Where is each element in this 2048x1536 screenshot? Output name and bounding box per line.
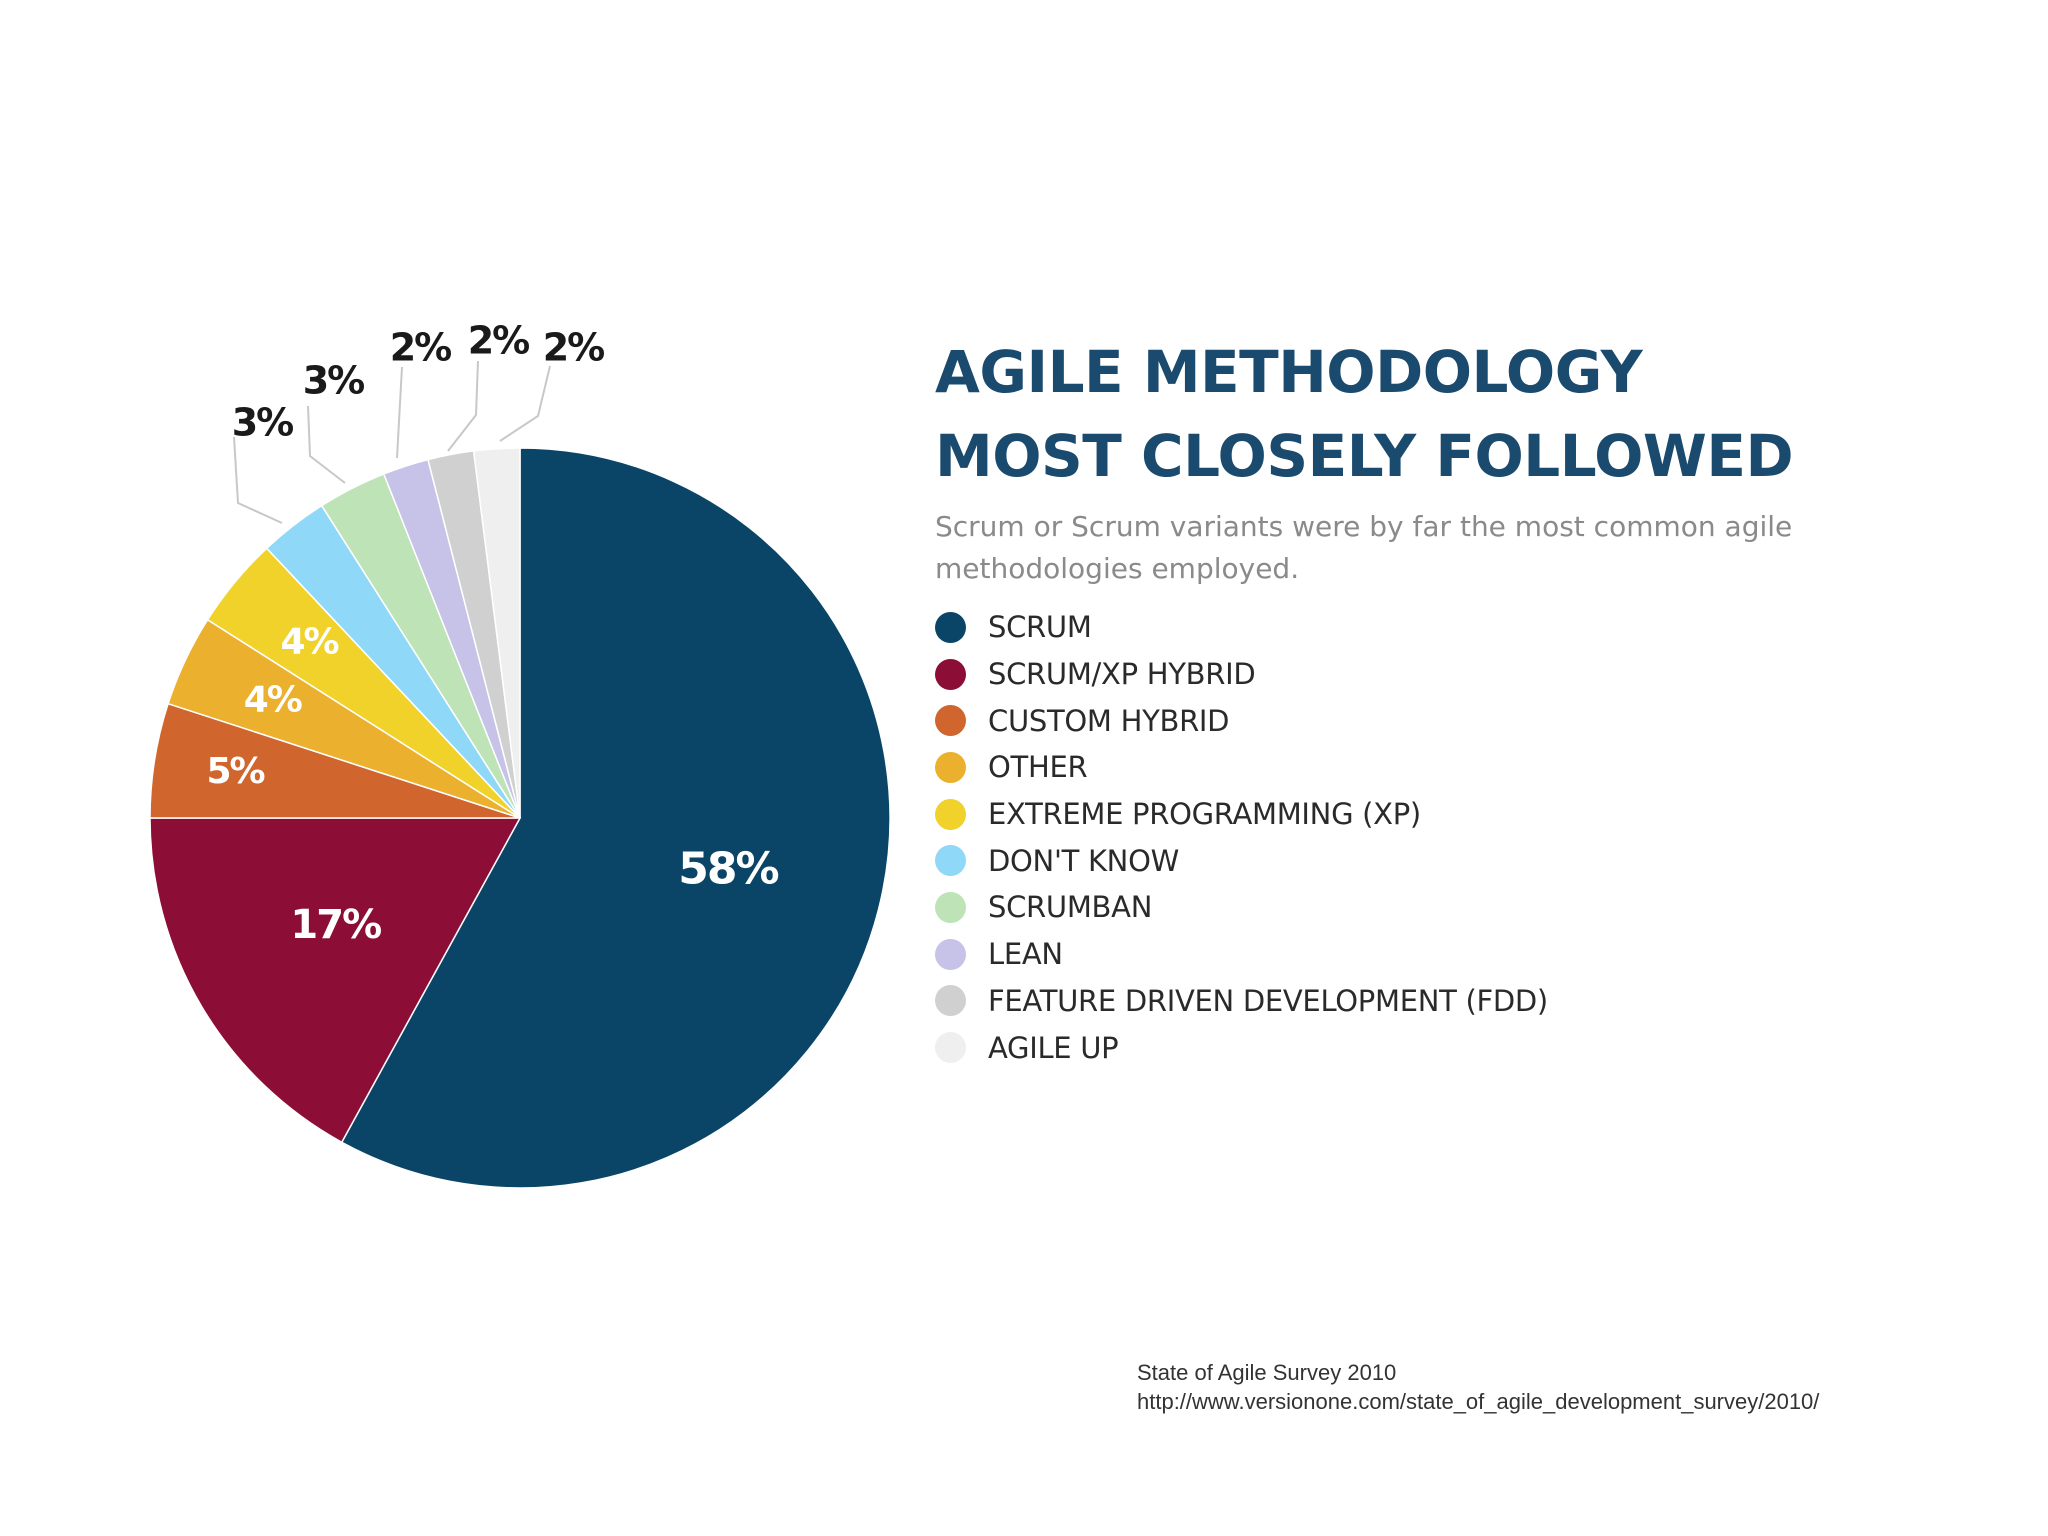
legend-swatch-scrum [935, 611, 966, 643]
legend-swatch-scrum-xp-hybrid [935, 658, 966, 690]
pie-slice-scrum-xp-hybrid [149, 817, 522, 1144]
leader-line-scrumban [307, 405, 346, 484]
chart-title: AGILE METHODOLOGY MOST CLOSELY FOLLOWED [935, 338, 1794, 490]
legend-item-don-t-know: DON'T KNOW [935, 837, 1548, 884]
legend-item-agile-up: AGILE UP [935, 1024, 1548, 1071]
legend-item-scrumban: SCRUMBAN [935, 884, 1548, 931]
legend-label-don-t-know: DON'T KNOW [988, 843, 1179, 878]
legend-swatch-agile-up [935, 1032, 966, 1064]
leader-line-don-t-know [233, 436, 283, 524]
leader-line-agile-up [499, 365, 551, 442]
chart-subtitle: Scrum or Scrum variants were by far the … [935, 510, 1793, 585]
legend-label-other: OTHER [988, 750, 1088, 785]
legend-label-scrumban: SCRUMBAN [988, 890, 1153, 925]
data-label-scrum: 58% [678, 843, 778, 894]
legend-item-scrum-xp-hybrid: SCRUM/XP HYBRID [935, 651, 1548, 698]
legend: SCRUM SCRUM/XP HYBRID CUSTOM HYBRID OTHER EX… [935, 604, 1548, 1071]
legend-label-extreme-programming-xp: EXTREME PROGRAMMING (XP) [988, 797, 1421, 832]
legend-label-scrum: SCRUM [988, 610, 1092, 645]
data-label-lean: 2% [390, 326, 451, 370]
data-label-feature-driven-development-fdd: 2% [468, 319, 529, 363]
data-label-other: 4% [244, 679, 302, 720]
legend-swatch-feature-driven-development-fdd [935, 985, 966, 1017]
data-label-extreme-programming-xp: 4% [280, 622, 338, 663]
data-labels: 58% 17% 5% 4% 4% 3%3% 2% 2% 2% [206, 319, 780, 949]
pie-slices [149, 447, 891, 1189]
data-label-agile-up: 2% [543, 326, 604, 370]
legend-item-scrum: SCRUM [935, 604, 1548, 651]
data-label-scrum-xp-hybrid: 17% [290, 902, 381, 948]
legend-item-other: OTHER [935, 744, 1548, 791]
source-title: State of Agile Survey 2010 [1137, 1360, 1397, 1385]
legend-item-extreme-programming-xp: EXTREME PROGRAMMING (XP) [935, 791, 1548, 838]
source-url: http://www.versionone.com/state_of_agile… [1137, 1389, 1820, 1414]
legend-label-custom-hybrid: CUSTOM HYBRID [988, 703, 1230, 738]
source-note: State of Agile Survey 2010 http://www.ve… [1137, 1358, 1819, 1416]
data-label-don-t-know: 3% [232, 401, 293, 445]
legend-label-lean: LEAN [988, 937, 1063, 972]
legend-swatch-lean [935, 938, 966, 970]
legend-label-agile-up: AGILE UP [988, 1030, 1119, 1065]
pie-slice-scrum [340, 447, 891, 1189]
data-label-custom-hybrid: 5% [206, 751, 264, 792]
legend-label-scrum-xp-hybrid: SCRUM/XP HYBRID [988, 657, 1256, 692]
data-label-scrumban: 3% [303, 359, 364, 403]
legend-item-feature-driven-development-fdd: FEATURE DRIVEN DEVELOPMENT (FDD) [935, 978, 1548, 1025]
leader-line-feature-driven-development-fdd [447, 360, 479, 452]
leader-lines [233, 360, 551, 524]
legend-item-lean: LEAN [935, 931, 1548, 978]
leader-line-lean [396, 366, 403, 459]
legend-swatch-extreme-programming-xp [935, 798, 966, 830]
legend-swatch-other [935, 751, 966, 783]
legend-swatch-don-t-know [935, 845, 966, 877]
pie-slice-agile-up [472, 447, 521, 819]
legend-swatch-scrumban [935, 891, 966, 923]
legend-label-feature-driven-development-fdd: FEATURE DRIVEN DEVELOPMENT (FDD) [988, 983, 1548, 1018]
title-block: AGILE METHODOLOGY MOST CLOSELY FOLLOWED … [935, 330, 1935, 590]
legend-item-custom-hybrid: CUSTOM HYBRID [935, 697, 1548, 744]
legend-swatch-custom-hybrid [935, 705, 966, 737]
